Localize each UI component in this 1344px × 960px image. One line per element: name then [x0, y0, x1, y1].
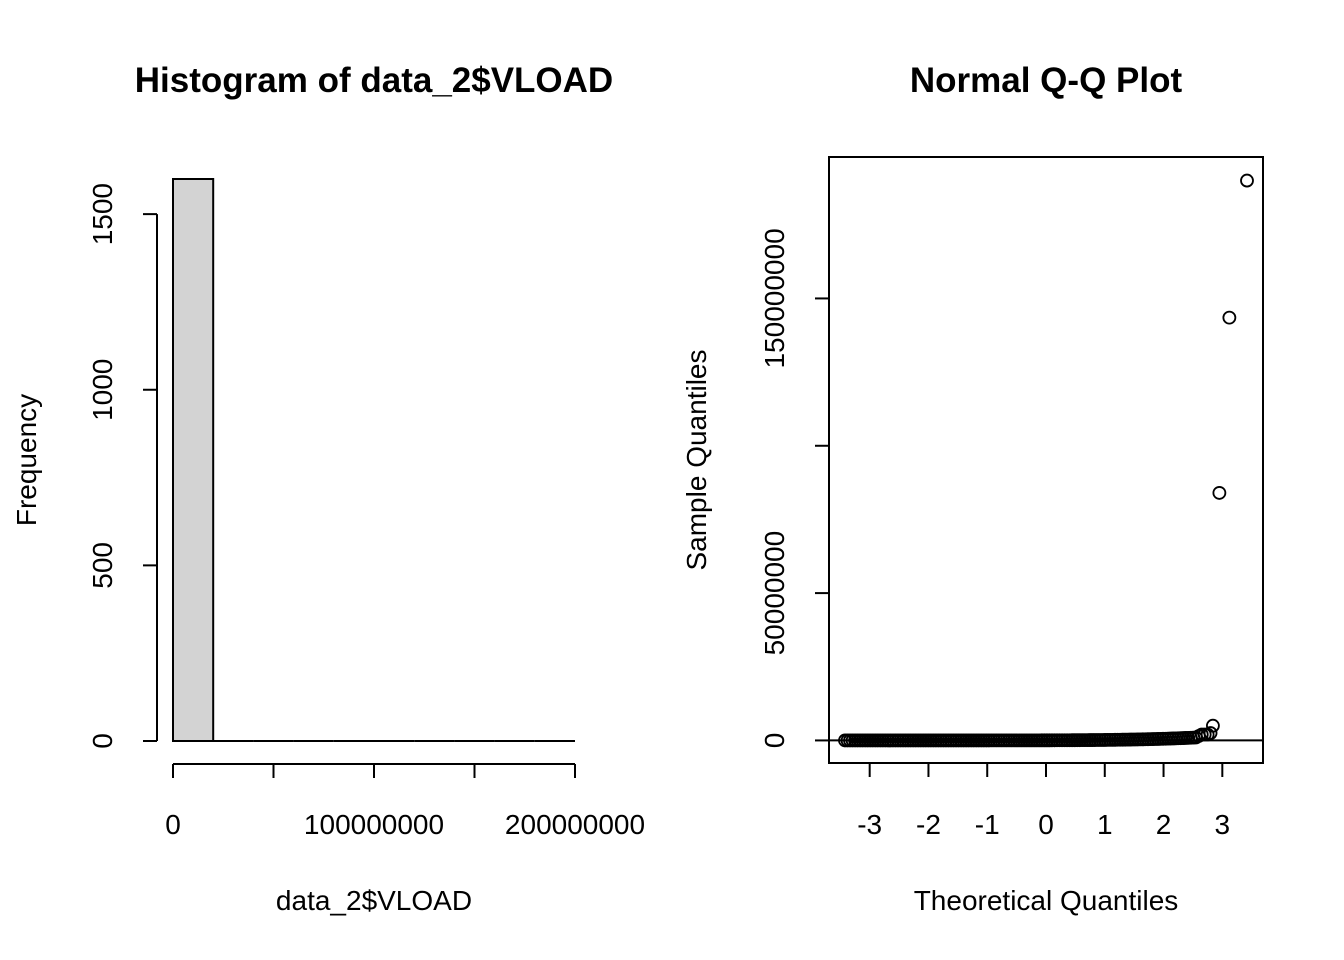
qq-plot-title: Normal Q-Q Plot — [910, 61, 1183, 100]
qq-plot-y-axis-label: Sample Quantiles — [681, 349, 712, 570]
qq-plot-x-axis: -3 -2 -1 0 1 2 3 — [857, 762, 1231, 840]
qq-x-tick-label-6: 3 — [1215, 809, 1231, 840]
histogram-x-tick-label-1: 100000000 — [304, 809, 444, 840]
histogram-y-tick-label-3: 1500 — [87, 183, 118, 245]
qq-y-tick-label-3: 150000000 — [759, 228, 790, 368]
qq-x-tick-label-2: -1 — [975, 809, 1000, 840]
histogram-y-axis: 0 500 1000 1500 — [87, 183, 158, 749]
histogram-x-axis: 0 100000000 200000000 — [165, 763, 645, 840]
qq-x-tick-label-4: 1 — [1097, 809, 1113, 840]
qq-x-tick-label-5: 2 — [1156, 809, 1172, 840]
histogram-y-tick-label-2: 1000 — [87, 359, 118, 421]
histogram-bar-0 — [172, 178, 215, 742]
histogram-panel: Histogram of data_2$VLOAD data_2$VLOAD F… — [11, 61, 645, 916]
histogram-title: Histogram of data_2$VLOAD — [135, 61, 613, 100]
qq-outlier-point-2 — [1212, 486, 1227, 500]
qq-outlier-point-0 — [1240, 173, 1254, 188]
histogram-y-tick-label-1: 500 — [87, 542, 118, 589]
qq-x-tick-label-1: -2 — [916, 809, 941, 840]
histogram-y-axis-label: Frequency — [11, 394, 42, 526]
qq-x-tick-label-0: -3 — [857, 809, 882, 840]
histogram-bars — [172, 178, 575, 742]
qq-plot-x-axis-label: Theoretical Quantiles — [914, 885, 1179, 916]
qq-y-tick-label-0: 0 — [759, 733, 790, 749]
histogram-y-tick-label-0: 0 — [87, 733, 118, 749]
qq-outlier-point-1 — [1222, 310, 1237, 325]
qq-plot-y-axis: 0 50000000 150000000 — [759, 228, 829, 748]
qq-x-tick-label-3: 0 — [1038, 809, 1054, 840]
histogram-x-tick-label-2: 200000000 — [505, 809, 645, 840]
qq-plot-panel: Normal Q-Q Plot Theoretical Quantiles Sa… — [681, 61, 1264, 916]
qq-y-tick-label-1: 50000000 — [759, 531, 790, 656]
qq-plot-frame — [828, 156, 1264, 764]
histogram-x-tick-label-0: 0 — [165, 809, 181, 840]
qq-outlier-point-8 — [1191, 729, 1206, 743]
histogram-x-axis-label: data_2$VLOAD — [276, 885, 472, 916]
qq-points — [838, 173, 1254, 748]
